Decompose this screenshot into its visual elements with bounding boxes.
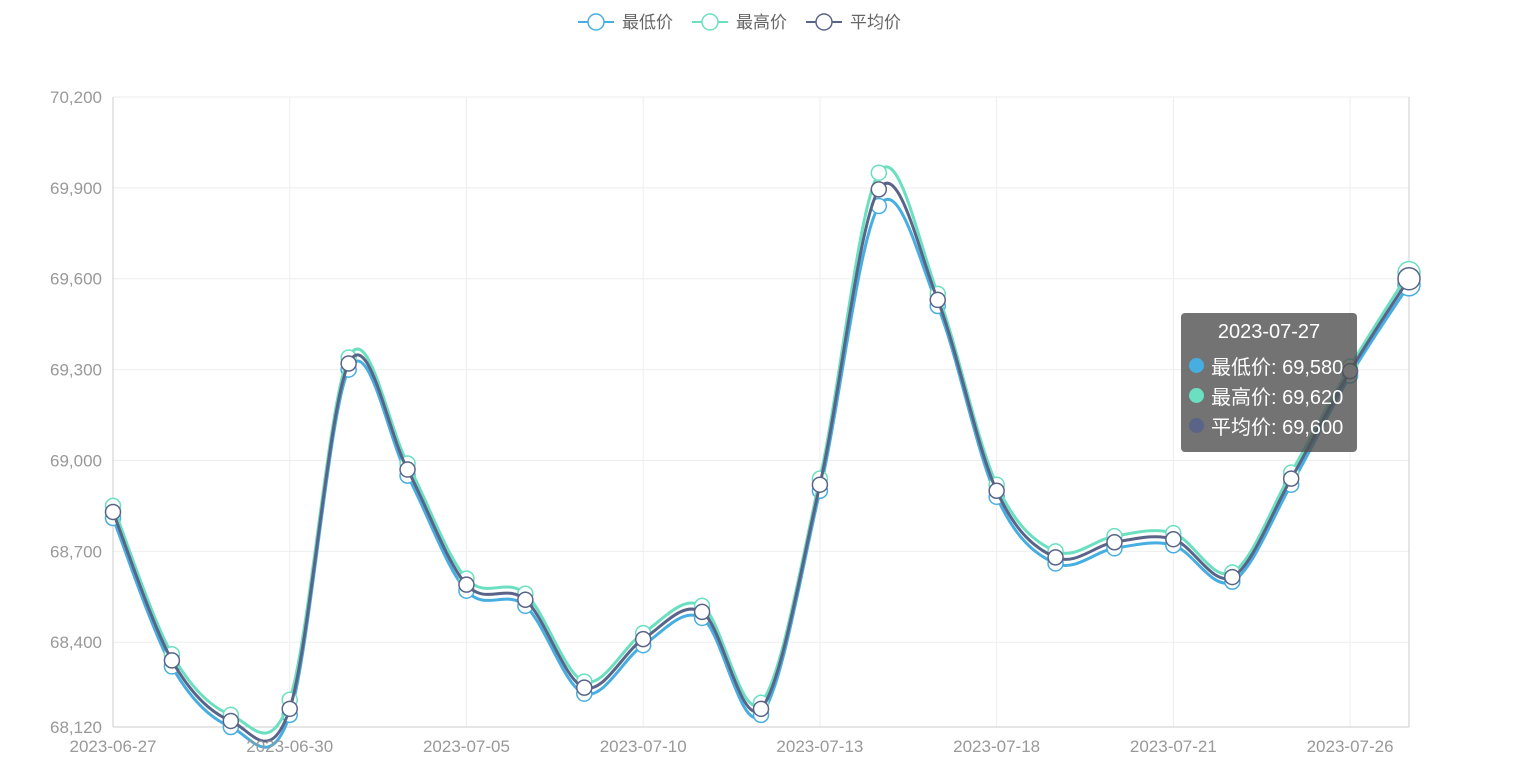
data-point-avg[interactable] xyxy=(1224,568,1241,586)
y-tick-label: 69,300 xyxy=(50,361,102,380)
series-low xyxy=(104,197,1421,749)
data-point-avg[interactable] xyxy=(811,476,829,493)
chart-legend: 最低价 最高价 平均价 xyxy=(578,13,901,32)
data-point-avg[interactable] xyxy=(340,355,357,372)
x-axis-labels: 2023-06-27 2023-06-30 2023-07-05 2023-07-10… xyxy=(70,737,1394,756)
legend-label-avg: 平均价 xyxy=(850,13,901,32)
data-point-avg[interactable] xyxy=(1047,549,1064,566)
x-tick-label: 2023-06-30 xyxy=(246,737,333,756)
data-point-avg[interactable] xyxy=(752,700,770,718)
y-tick-label: 69,600 xyxy=(50,270,102,289)
data-point-avg[interactable] xyxy=(399,461,416,478)
x-tick-label: 2023-07-13 xyxy=(776,737,863,756)
tooltip-value-avg: 平均价: 69,600 xyxy=(1211,416,1344,439)
tooltip-value-high: 最高价: 69,620 xyxy=(1211,386,1344,409)
tooltip-dot-high xyxy=(1189,387,1204,403)
data-tooltip: 2023-07-27 最低价: 69,580 最高价: 69,620 平均价: … xyxy=(1181,313,1357,452)
data-point-avg[interactable] xyxy=(988,482,1005,499)
x-tick-label: 2023-07-21 xyxy=(1130,737,1217,756)
y-tick-label: 68,700 xyxy=(50,542,102,561)
tooltip-value-low: 最低价: 69,580 xyxy=(1211,356,1344,379)
tooltip-row-avg: 平均价: 69,600 xyxy=(1189,410,1357,440)
y-tick-label: 70,200 xyxy=(50,88,102,107)
chart-axes xyxy=(112,97,1410,728)
data-point-avg[interactable] xyxy=(693,603,711,621)
x-tick-label: 2023-07-18 xyxy=(953,737,1040,756)
data-point-avg[interactable] xyxy=(1165,530,1182,548)
y-axis-labels: 68,120 68,400 68,700 69,000 69,300 69,600 69,9… xyxy=(50,88,102,737)
data-point-avg[interactable] xyxy=(281,700,298,718)
x-tick-label: 2023-07-10 xyxy=(600,737,687,756)
data-point-avg[interactable] xyxy=(1282,470,1300,487)
legend-item-high[interactable]: 最高价 xyxy=(692,13,787,32)
tooltip-dot-low xyxy=(1189,357,1204,373)
series-line-avg xyxy=(111,181,1411,743)
data-point-avg[interactable] xyxy=(222,712,240,730)
data-point-avg[interactable] xyxy=(929,291,946,309)
data-point-avg[interactable] xyxy=(458,576,475,593)
data-point-avg[interactable] xyxy=(576,679,593,696)
legend-label-high: 最高价 xyxy=(736,13,787,32)
data-point-high[interactable] xyxy=(870,164,888,181)
data-point-avg[interactable] xyxy=(163,652,181,669)
data-point-avg[interactable] xyxy=(104,503,122,521)
tooltip-title: 2023-07-27 xyxy=(1217,321,1321,343)
tooltip-dot-avg xyxy=(1189,417,1204,433)
data-point-avg[interactable] xyxy=(1106,533,1123,551)
data-point-avg[interactable] xyxy=(634,630,652,648)
series-avg xyxy=(104,181,1421,743)
legend-item-low[interactable]: 最低价 xyxy=(578,13,673,32)
y-tick-label: 68,400 xyxy=(50,633,102,652)
y-tick-label: 68,120 xyxy=(50,718,102,737)
y-tick-label: 69,000 xyxy=(50,451,102,470)
data-point-avg[interactable] xyxy=(517,591,534,609)
x-tick-label: 2023-07-26 xyxy=(1307,737,1394,756)
legend-item-avg[interactable]: 平均价 xyxy=(806,13,901,32)
x-tick-label: 2023-07-05 xyxy=(423,737,510,756)
y-tick-label: 69,900 xyxy=(50,179,102,198)
tooltip-row-high: 最高价: 69,620 xyxy=(1189,380,1357,410)
series-line-low xyxy=(111,197,1411,749)
tooltip-row-low: 最低价: 69,580 xyxy=(1189,350,1357,380)
x-tick-label: 2023-06-27 xyxy=(70,737,157,756)
chart-series xyxy=(104,164,1421,749)
legend-label-low: 最低价 xyxy=(622,13,673,32)
data-point-avg[interactable] xyxy=(870,181,888,198)
data-point-avg[interactable] xyxy=(1397,266,1421,291)
